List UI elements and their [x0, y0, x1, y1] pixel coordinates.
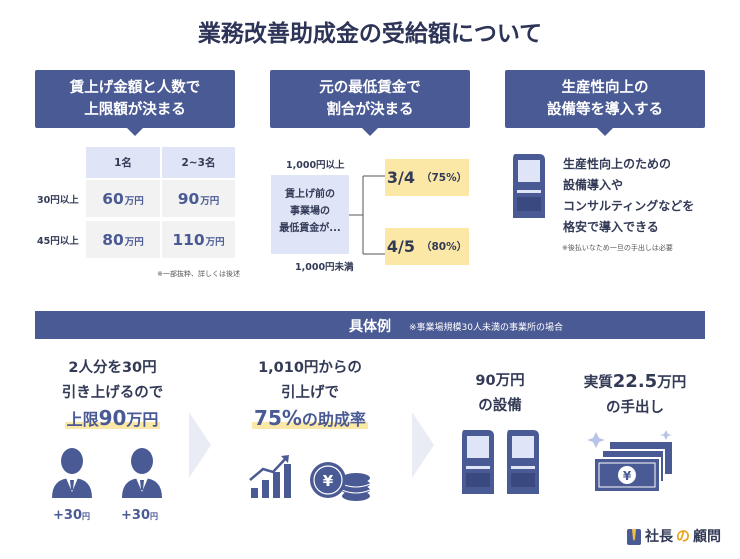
header-equipment: 生産性向上の 設備等を導入する [505, 70, 705, 128]
table-col-header: 2~3名 [162, 147, 235, 178]
step1-text: 2人分を30円 引き上げるので 上限90万円 [61, 360, 164, 430]
equipment-note: ※後払いなため一旦の手出しは必要 [562, 244, 673, 252]
kiosk-icon [462, 430, 494, 494]
table-row-header: 30円以上 [37, 194, 79, 206]
ratio-upper: 3/4 （75%） [385, 159, 469, 196]
table-col-header: 1名 [86, 147, 160, 178]
example-bar [35, 311, 705, 339]
header-min-wage: 元の最低賃金で 割合が決まる [270, 70, 470, 128]
threshold-upper: 1,000円以上 [286, 160, 345, 171]
svg-text:¥: ¥ [623, 469, 632, 483]
ratio-lower: 4/5 （80%） [385, 228, 469, 265]
header-line2: 上限額が決まる [84, 102, 186, 118]
sparkle-icon [587, 432, 605, 448]
header-line2: 設備等を導入する [547, 102, 663, 118]
table-cell: 110 万円 [162, 221, 235, 258]
page-title: 業務改善助成金の受給額について [197, 21, 543, 47]
table-cell: 60 万円 [86, 180, 160, 217]
threshold-lower: 1,000円未満 [295, 262, 354, 273]
coins-icon: ¥ [310, 462, 371, 501]
sparkle-icon [660, 430, 672, 440]
header-line2: 割合が決まる [326, 102, 414, 118]
plus-amount: +30円 [53, 508, 90, 523]
header-pointer [127, 128, 143, 136]
example-note: ※事業場規模30人未満の事業所の場合 [409, 323, 563, 333]
header-pointer [597, 128, 613, 136]
kiosk-icon [513, 154, 545, 218]
kiosk-icon [507, 430, 539, 494]
example-label: 具体例 [349, 319, 391, 335]
arrow-right-icon [412, 412, 434, 478]
bar-chart-icon [249, 455, 291, 498]
logo: 社長の顧問 [626, 526, 721, 546]
step4-text: 実質22.5万円 の手出し [583, 371, 687, 416]
header-pointer [362, 128, 378, 136]
table-note: ※一部抜粋、詳しくは後述 [157, 270, 240, 278]
svg-text:¥: ¥ [323, 472, 334, 490]
equipment-text: 生産性向上のための 設備導入や コンサルティングなどを 格安で導入できる [563, 157, 695, 234]
banknote-icon: ¥ [587, 430, 672, 493]
table-cell: 80 万円 [86, 221, 160, 258]
header-line1: 元の最低賃金で [319, 80, 421, 96]
header-wage-amount: 賃上げ金額と人数で 上限額が決まる [35, 70, 235, 128]
branch-connector [349, 175, 385, 255]
person-icon [52, 448, 92, 498]
arrow-right-icon [189, 412, 211, 478]
header-line1: 賃上げ金額と人数で [69, 80, 201, 96]
plus-amount: +30円 [121, 508, 158, 523]
logo-mark-icon [627, 529, 641, 545]
min-wage-box: 賃上げ前の 事業場の 最低賃金が... [271, 175, 349, 254]
table-row-header: 45円以上 [37, 235, 79, 247]
table-cell: 90 万円 [162, 180, 235, 217]
step3-text: 90万円 の設備 [475, 373, 525, 414]
step2-text: 1,010円からの 引上げで 75%の助成率 [252, 360, 368, 430]
person-icon [122, 448, 162, 498]
header-line1: 生産性向上の [561, 80, 649, 96]
